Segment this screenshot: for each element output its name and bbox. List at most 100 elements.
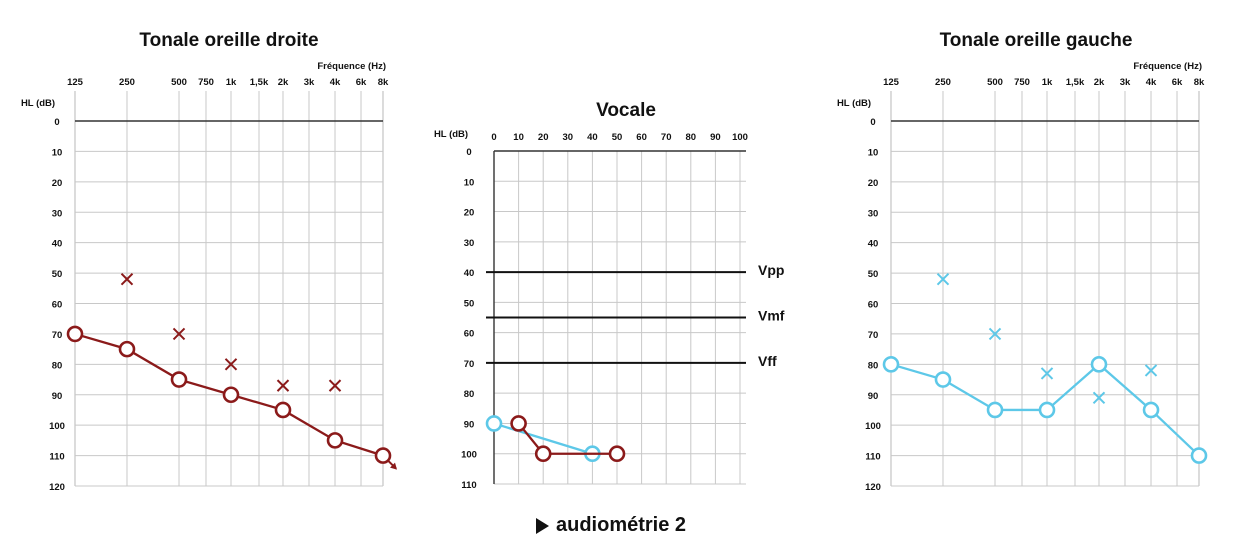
left-y-tick: 110 bbox=[865, 452, 880, 463]
vocal-y-tick: 110 bbox=[461, 480, 476, 491]
right-x-tick: 6k bbox=[356, 77, 367, 88]
left-y-tick: 10 bbox=[868, 147, 879, 158]
left-point-circle bbox=[882, 356, 900, 373]
left-ylabel: HL (dB) bbox=[837, 98, 871, 109]
left-x-tick: 6k bbox=[1172, 77, 1183, 88]
left-x-tick: 1,5k bbox=[1066, 77, 1085, 88]
right-y-tick: 100 bbox=[49, 421, 65, 432]
right-point-cross bbox=[328, 379, 342, 392]
left-x-tick: 2k bbox=[1094, 77, 1105, 88]
left-point-circle bbox=[1038, 401, 1056, 419]
right-x-tick: 1,5k bbox=[250, 77, 269, 88]
right-y-tick: 40 bbox=[52, 239, 63, 250]
left-point-cross bbox=[988, 327, 1002, 341]
right-point-cross bbox=[120, 272, 134, 286]
left-x-tick: 1k bbox=[1042, 77, 1053, 88]
right-y-tick: 30 bbox=[52, 208, 63, 219]
right-point-circle bbox=[118, 340, 136, 358]
right-y-tick: 50 bbox=[52, 269, 63, 280]
left-point-cross bbox=[1092, 391, 1106, 404]
caption-text: audiométrie 2 bbox=[556, 514, 687, 536]
right-x-tick: 3k bbox=[304, 77, 315, 88]
right-y-tick: 10 bbox=[52, 147, 63, 158]
vocal-y-tick: 0 bbox=[466, 147, 471, 158]
right-point-cross bbox=[276, 379, 290, 392]
left-xlabel: Fréquence (Hz) bbox=[1133, 61, 1202, 72]
vocal-y-tick: 60 bbox=[464, 329, 475, 340]
vocal-y-tick: 40 bbox=[464, 268, 475, 279]
vocal-y-tick: 20 bbox=[464, 208, 475, 219]
vocal-point-circle bbox=[485, 415, 503, 432]
left-point-cross bbox=[1144, 364, 1158, 377]
right-xlabel: Fréquence (Hz) bbox=[317, 61, 386, 72]
vocal-y-tick: 80 bbox=[464, 389, 475, 400]
vocal-x-tick: 100 bbox=[732, 132, 748, 143]
left-point-circle bbox=[1142, 401, 1160, 419]
right-ylabel: HL (dB) bbox=[21, 98, 55, 109]
left-y-tick: 80 bbox=[868, 360, 879, 371]
left-point-circle bbox=[934, 371, 952, 388]
left-y-tick: 50 bbox=[868, 269, 879, 280]
vocal-x-tick: 50 bbox=[612, 132, 623, 143]
vocal-y-tick: 30 bbox=[464, 238, 475, 249]
left-x-tick: 125 bbox=[883, 77, 900, 88]
vocal-point-circle bbox=[510, 415, 527, 432]
left-x-tick: 750 bbox=[1014, 77, 1030, 88]
left-x-tick: 500 bbox=[987, 77, 1003, 88]
vocal-series-line bbox=[493, 422, 593, 455]
right-point-cross bbox=[224, 358, 238, 371]
right-x-tick: 750 bbox=[198, 77, 214, 88]
vocal-x-tick: 90 bbox=[710, 132, 721, 143]
vocal-x-tick: 20 bbox=[538, 132, 549, 143]
left-x-tick: 3k bbox=[1120, 77, 1131, 88]
vocal-x-tick: 0 bbox=[491, 132, 496, 143]
vocal-x-tick: 40 bbox=[587, 132, 598, 143]
vocal-point-circle bbox=[608, 445, 626, 463]
right-x-tick: 8k bbox=[378, 77, 389, 88]
left-point-circle bbox=[986, 401, 1004, 419]
right-y-tick: 110 bbox=[49, 452, 64, 463]
right-x-tick: 125 bbox=[67, 77, 84, 88]
right-y-tick: 60 bbox=[52, 300, 63, 311]
vocal-x-tick: 70 bbox=[661, 132, 672, 143]
right-x-tick: 250 bbox=[119, 77, 135, 88]
left-point-circle bbox=[1090, 356, 1108, 373]
right-x-tick: 500 bbox=[171, 77, 187, 88]
right-y-tick: 80 bbox=[52, 360, 63, 371]
left-y-tick: 60 bbox=[868, 300, 879, 311]
vocal-title: Vocale bbox=[596, 100, 656, 121]
right-arrow-head bbox=[390, 462, 397, 470]
vocal-reference-label: Vff bbox=[758, 353, 777, 369]
vocal-x-tick: 60 bbox=[636, 132, 647, 143]
play-icon bbox=[536, 517, 549, 534]
vocal-x-tick: 80 bbox=[686, 132, 697, 143]
left-point-cross bbox=[936, 272, 950, 286]
left-title: Tonale oreille gauche bbox=[940, 30, 1133, 51]
right-title: Tonale oreille droite bbox=[139, 30, 318, 51]
left-y-tick: 20 bbox=[868, 178, 879, 189]
vocal-y-tick: 90 bbox=[464, 419, 475, 430]
vocal-y-tick: 100 bbox=[461, 450, 477, 461]
right-point-circle bbox=[222, 386, 240, 404]
left-y-tick: 40 bbox=[868, 239, 879, 250]
vocal-y-tick: 50 bbox=[464, 298, 475, 309]
right-point-circle bbox=[326, 432, 344, 449]
left-y-tick: 0 bbox=[870, 117, 875, 128]
left-y-tick: 120 bbox=[865, 482, 881, 493]
left-y-tick: 70 bbox=[868, 330, 879, 341]
vocal-y-tick: 10 bbox=[464, 177, 475, 188]
vocal-reference-label: Vpp bbox=[758, 262, 784, 278]
right-point-cross bbox=[172, 327, 186, 341]
right-x-tick: 4k bbox=[330, 77, 341, 88]
left-x-tick: 8k bbox=[1194, 77, 1205, 88]
caption[interactable]: audiométrie 2 bbox=[536, 514, 686, 537]
left-point-circle bbox=[1190, 447, 1208, 464]
right-y-tick: 70 bbox=[52, 330, 63, 341]
vocal-ylabel: HL (dB) bbox=[434, 129, 468, 140]
right-point-circle bbox=[374, 447, 392, 464]
vocal-x-tick: 30 bbox=[563, 132, 574, 143]
left-y-tick: 100 bbox=[865, 421, 881, 432]
right-y-tick: 90 bbox=[52, 391, 63, 402]
right-y-tick: 120 bbox=[49, 482, 65, 493]
